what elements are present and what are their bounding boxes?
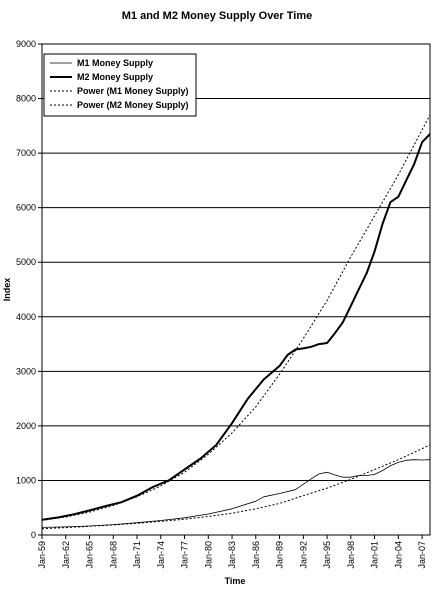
y-tick-label: 7000 (16, 148, 36, 158)
x-axis-label: Time (225, 576, 246, 586)
x-tick-label: Jan-68 (108, 541, 118, 569)
legend-label-power-m2-money-supply: Power (M2 Money Supply) (77, 100, 189, 110)
legend-box (43, 53, 197, 117)
x-tick-label: Jan-92 (298, 541, 308, 569)
legend: M1 Money Supply M2 Money Supply Power (M1 … (43, 53, 197, 117)
x-tick-label: Jan-07 (417, 541, 427, 569)
x-tick-label: Jan-65 (85, 541, 95, 569)
x-tick-label: Jan-04 (393, 541, 403, 569)
gridlines (42, 98, 430, 481)
x-tick-label: Jan-89 (275, 541, 285, 569)
legend-label-m2-money-supply: M2 Money Supply (77, 72, 153, 82)
series-line-power-m2-money-supply (41, 114, 431, 521)
y-tick-label: 8000 (16, 94, 36, 104)
series-line-power-m1-money-supply (41, 444, 431, 530)
y-tick-label: 3000 (16, 366, 36, 376)
y-tick-label: 1000 (16, 475, 36, 485)
legend-label-m1-money-supply: M1 Money Supply (77, 58, 153, 68)
y-axis-ticks: 0 1000 2000 3000 4000 5000 6000 7000 8000 9000 (16, 39, 42, 540)
x-tick-label: Jan-59 (37, 541, 47, 569)
legend-label-power-m1-money-supply: Power (M1 Money Supply) (77, 86, 189, 96)
x-tick-label: Jan-62 (61, 541, 71, 569)
y-axis-label: Index (2, 278, 12, 302)
x-tick-label: Jan-86 (251, 541, 261, 569)
chart-title: M1 and M2 Money Supply Over Time (122, 10, 313, 22)
x-tick-label: Jan-98 (346, 541, 356, 569)
y-tick-label: 5000 (16, 257, 36, 267)
x-tick-label: Jan-95 (322, 541, 332, 569)
x-tick-label: Jan-83 (227, 541, 237, 569)
x-axis-ticks: Jan-59 Jan-62 Jan-65 Jan-68 Jan-71 Jan-74 Jan-… (37, 535, 427, 569)
x-tick-label: Jan-71 (132, 541, 142, 569)
series-line-m2-money-supply (41, 133, 431, 521)
x-tick-label: Jan-01 (370, 541, 380, 569)
y-tick-label: 2000 (16, 421, 36, 431)
series-layer (41, 114, 431, 530)
y-tick-label: 6000 (16, 203, 36, 213)
x-tick-label: Jan-77 (180, 541, 190, 569)
y-tick-label: 4000 (16, 312, 36, 322)
x-tick-label: Jan-74 (156, 541, 166, 569)
plot-area-frame (41, 43, 431, 536)
y-tick-label: 0 (31, 530, 36, 540)
y-tick-label: 9000 (16, 39, 36, 49)
x-tick-label: Jan-80 (203, 541, 213, 569)
series-line-m1-money-supply (41, 459, 431, 528)
